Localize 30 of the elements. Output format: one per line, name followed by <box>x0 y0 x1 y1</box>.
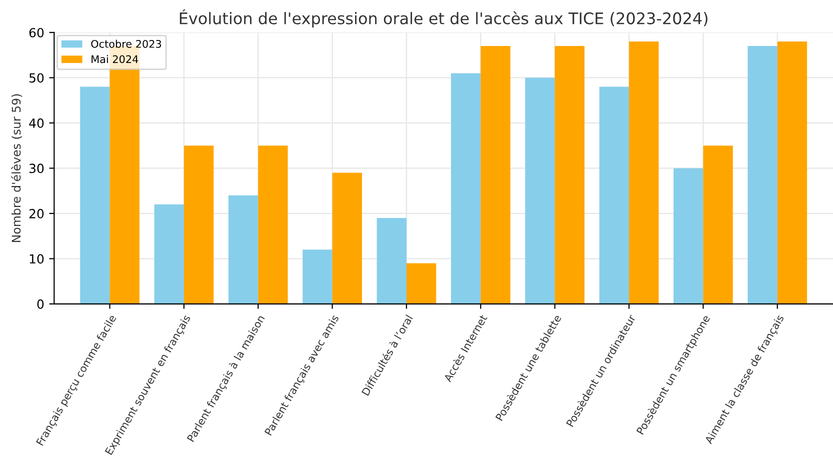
y-tick-label: 40 <box>29 118 44 128</box>
bar <box>674 168 704 304</box>
y-tick-label: 0 <box>37 299 44 309</box>
bar <box>154 204 184 304</box>
legend-label: Mai 2024 <box>92 55 138 64</box>
y-tick-label: 60 <box>29 28 44 38</box>
bar <box>777 42 808 304</box>
y-tick-label: 50 <box>29 73 44 83</box>
bar <box>302 250 332 304</box>
bar <box>629 42 659 304</box>
y-tick-label: 30 <box>29 164 44 174</box>
bar <box>450 73 481 304</box>
bar <box>332 172 362 304</box>
bar <box>480 46 510 304</box>
y-tick-label: 20 <box>29 208 44 218</box>
bar <box>599 86 630 304</box>
bar <box>258 146 288 304</box>
bar <box>228 195 258 304</box>
chart-title: Évolution de l'expression orale et de l'accès aux TICE (2023-2024) <box>180 9 708 28</box>
y-tick-label: 10 <box>30 254 44 264</box>
bar <box>406 263 436 304</box>
bar <box>376 218 406 304</box>
y-axis-title: Nombre d'élèves (sur 59) <box>11 94 22 242</box>
bar <box>525 78 555 304</box>
bar <box>703 146 733 304</box>
legend-label: Octobre 2023 <box>91 40 162 48</box>
bar <box>80 86 110 304</box>
bar <box>554 46 585 304</box>
bar <box>184 146 214 304</box>
bar <box>748 46 778 304</box>
